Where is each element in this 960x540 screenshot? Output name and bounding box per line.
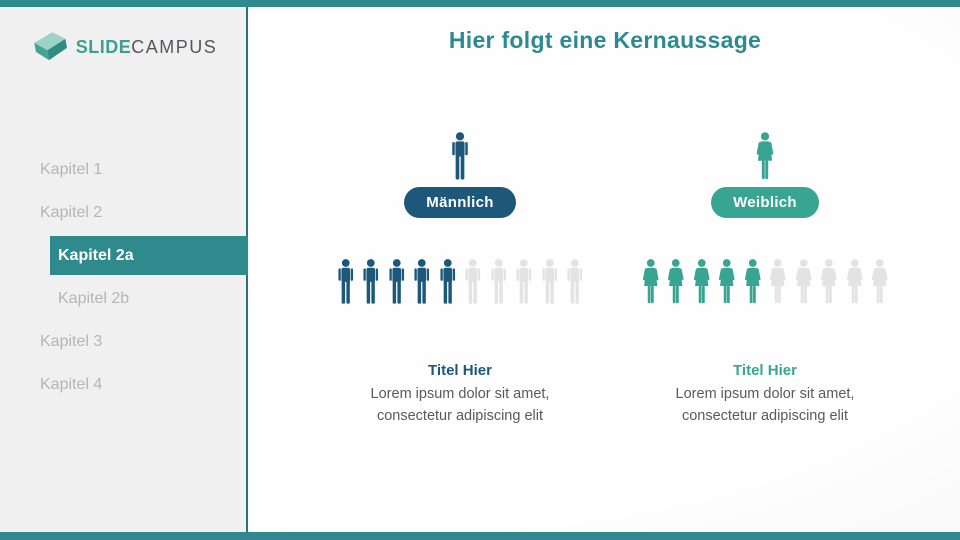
female-person-icon: [716, 257, 738, 306]
female-pictogram-row: [640, 257, 891, 306]
male-person-icon: [488, 257, 510, 306]
female-person-icon: [742, 257, 764, 306]
female-person-icon: [752, 132, 778, 180]
male-badge[interactable]: Männlich: [404, 187, 516, 218]
female-desc-line1: Lorem ipsum dolor sit amet,: [675, 386, 855, 402]
male-person-icon: [411, 257, 433, 306]
female-person-icon: [665, 257, 687, 306]
sidebar-item-kapitel-3[interactable]: Kapitel 3: [40, 332, 103, 350]
sidebar-item-kapitel-2a[interactable]: Kapitel 2a: [50, 236, 248, 275]
logo-text-slide: SLIDE: [75, 36, 132, 57]
male-person-icon: [564, 257, 586, 306]
bottom-accent-bar: [0, 532, 960, 540]
top-accent-bar: [0, 0, 960, 7]
logo-text-campus: CAMPUS: [131, 36, 218, 57]
male-person-icon: [335, 257, 357, 306]
sidebar-item-kapitel-2[interactable]: Kapitel 2: [40, 203, 103, 221]
male-person-icon: [437, 257, 459, 306]
male-person-icon: [386, 257, 408, 306]
group-male: Männlich Titel Hier Lorem ipsum dolor si…: [329, 132, 591, 427]
female-person-icon: [844, 257, 866, 306]
sidebar-item-kapitel-2b[interactable]: Kapitel 2b: [58, 289, 130, 307]
male-group-description: Lorem ipsum dolor sit amet, consectetur …: [371, 383, 550, 427]
male-group-title: Titel Hier: [428, 362, 492, 379]
male-person-icon: [462, 257, 484, 306]
slidecampus-logo: SLIDECAMPUS: [0, 29, 246, 65]
male-person-icon: [513, 257, 535, 306]
logo-text: SLIDECAMPUS: [76, 37, 218, 58]
male-desc-line1: Lorem ipsum dolor sit amet,: [370, 386, 550, 402]
page-title: Hier folgt eine Kernaussage: [448, 27, 762, 53]
female-person-icon: [869, 257, 891, 306]
female-person-icon: [691, 257, 713, 306]
slidecampus-logo-icon: [34, 32, 67, 61]
female-person-icon: [793, 257, 815, 306]
female-person-icon: [818, 257, 840, 306]
sidebar-item-kapitel-1[interactable]: Kapitel 1: [40, 160, 103, 178]
group-female: Weiblich Titel Hier Lorem ipsum dolor si…: [634, 132, 896, 427]
female-person-icon: [640, 257, 662, 306]
female-group-title: Titel Hier: [733, 362, 797, 379]
female-group-description: Lorem ipsum dolor sit amet, consectetur …: [676, 383, 855, 427]
female-person-icon: [767, 257, 789, 306]
sidebar: SLIDECAMPUS Kapitel 1 Kapitel 2 Kapitel …: [0, 7, 248, 532]
chapter-nav: Kapitel 1 Kapitel 2 Kapitel 2a Kapitel 2…: [0, 148, 248, 406]
male-person-icon: [360, 257, 382, 306]
male-person-icon: [539, 257, 561, 306]
female-desc-line2: consectetur adipiscing elit: [681, 408, 849, 424]
sidebar-item-kapitel-4[interactable]: Kapitel 4: [40, 375, 103, 393]
male-person-icon: [447, 132, 473, 180]
male-pictogram-row: [335, 257, 586, 306]
male-desc-line2: consectetur adipiscing elit: [376, 408, 544, 424]
female-badge[interactable]: Weiblich: [711, 187, 819, 218]
